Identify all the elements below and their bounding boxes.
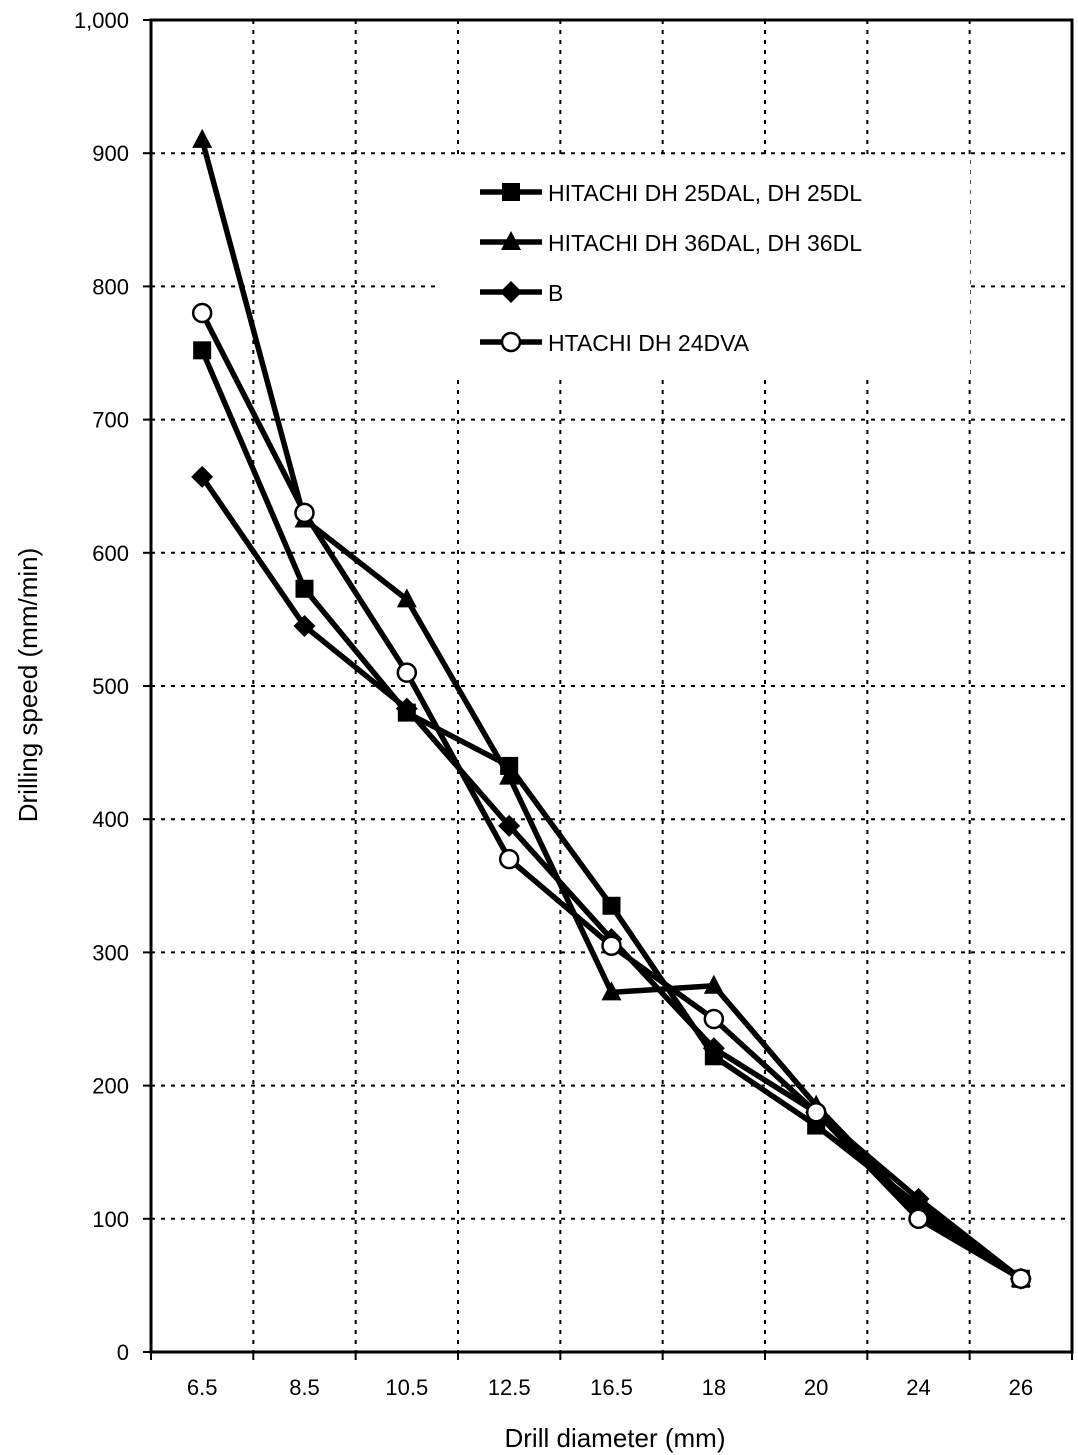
x-tick-label: 6.5 xyxy=(187,1375,218,1400)
series-2-point xyxy=(703,974,724,994)
legend-marker-4 xyxy=(500,331,522,353)
x-tick-label: 12.5 xyxy=(488,1375,531,1400)
series-1-point xyxy=(193,341,212,360)
series-2-point xyxy=(499,765,520,785)
series-layer xyxy=(191,128,1032,1290)
series-1-point xyxy=(295,579,314,598)
series-line-1 xyxy=(199,349,1023,1281)
legend: HITACHI DH 25DAL, DH 25DL HITACHI DH 36DA… xyxy=(480,180,862,356)
x-tick-label: 20 xyxy=(804,1375,828,1400)
series-line-3 xyxy=(199,475,1023,1281)
series-3-point xyxy=(395,697,418,720)
legend-background xyxy=(440,160,970,375)
series-4-point xyxy=(498,848,520,870)
y-tick-label: 1,000 xyxy=(74,8,129,33)
x-tick-label: 18 xyxy=(702,1375,726,1400)
y-tick-label: 0 xyxy=(117,1340,129,1365)
series-4-point xyxy=(601,935,622,956)
y-tick-label: 300 xyxy=(92,940,129,965)
series-2-point xyxy=(601,981,622,1001)
series-4-point xyxy=(703,1008,725,1030)
plot-frame xyxy=(149,18,1074,1354)
series-2-point xyxy=(396,588,417,608)
legend-label-4: HTACHI DH 24DVA xyxy=(548,330,750,356)
legend-marker-1 xyxy=(502,183,520,201)
series-4-point xyxy=(805,1101,827,1123)
x-tick-label: 24 xyxy=(906,1375,930,1400)
y-tick-label: 100 xyxy=(92,1207,129,1232)
y-tick-label: 900 xyxy=(92,141,129,166)
legend-label-3: B xyxy=(548,280,563,306)
y-tick-label: 600 xyxy=(92,541,129,566)
legend-label-1: HITACHI DH 25DAL, DH 25DL xyxy=(548,180,862,206)
axis-layer: 0 100 200 300 400 500 600 700 800 900 1,000 6.5 8.5 1… xyxy=(74,8,1074,1400)
x-axis-title: Drill diameter (mm) xyxy=(505,1423,726,1453)
series-3-point xyxy=(702,1037,725,1060)
legend-label-2: HITACHI DH 36DAL, DH 36DL xyxy=(548,230,862,256)
series-4-point xyxy=(396,662,418,683)
series-3-point xyxy=(191,465,214,488)
series-4-point xyxy=(191,302,213,324)
x-tick-label: 16.5 xyxy=(590,1375,633,1400)
series-3-point xyxy=(293,615,316,638)
y-axis-title: Drilling speed (mm/min) xyxy=(13,548,43,823)
series-4-point xyxy=(294,502,315,524)
x-tick-label: 10.5 xyxy=(385,1375,428,1400)
series-1-point xyxy=(602,896,621,915)
x-tick-label: 8.5 xyxy=(289,1375,320,1400)
series-3-point xyxy=(907,1187,930,1210)
legend-marker-3 xyxy=(500,281,522,303)
legend-marker-2 xyxy=(501,231,521,250)
series-4-point xyxy=(1010,1268,1032,1289)
y-tick-label: 700 xyxy=(92,408,129,433)
y-tick-label: 500 xyxy=(92,674,129,699)
y-tick-label: 200 xyxy=(92,1074,129,1099)
x-tick-label: 26 xyxy=(1009,1375,1033,1400)
series-3-point xyxy=(498,814,521,837)
series-2-point xyxy=(192,128,213,148)
y-tick-label: 400 xyxy=(92,807,129,832)
series-4-point xyxy=(908,1208,929,1230)
y-tick-label: 800 xyxy=(92,274,129,299)
series-line-4 xyxy=(199,311,1023,1282)
